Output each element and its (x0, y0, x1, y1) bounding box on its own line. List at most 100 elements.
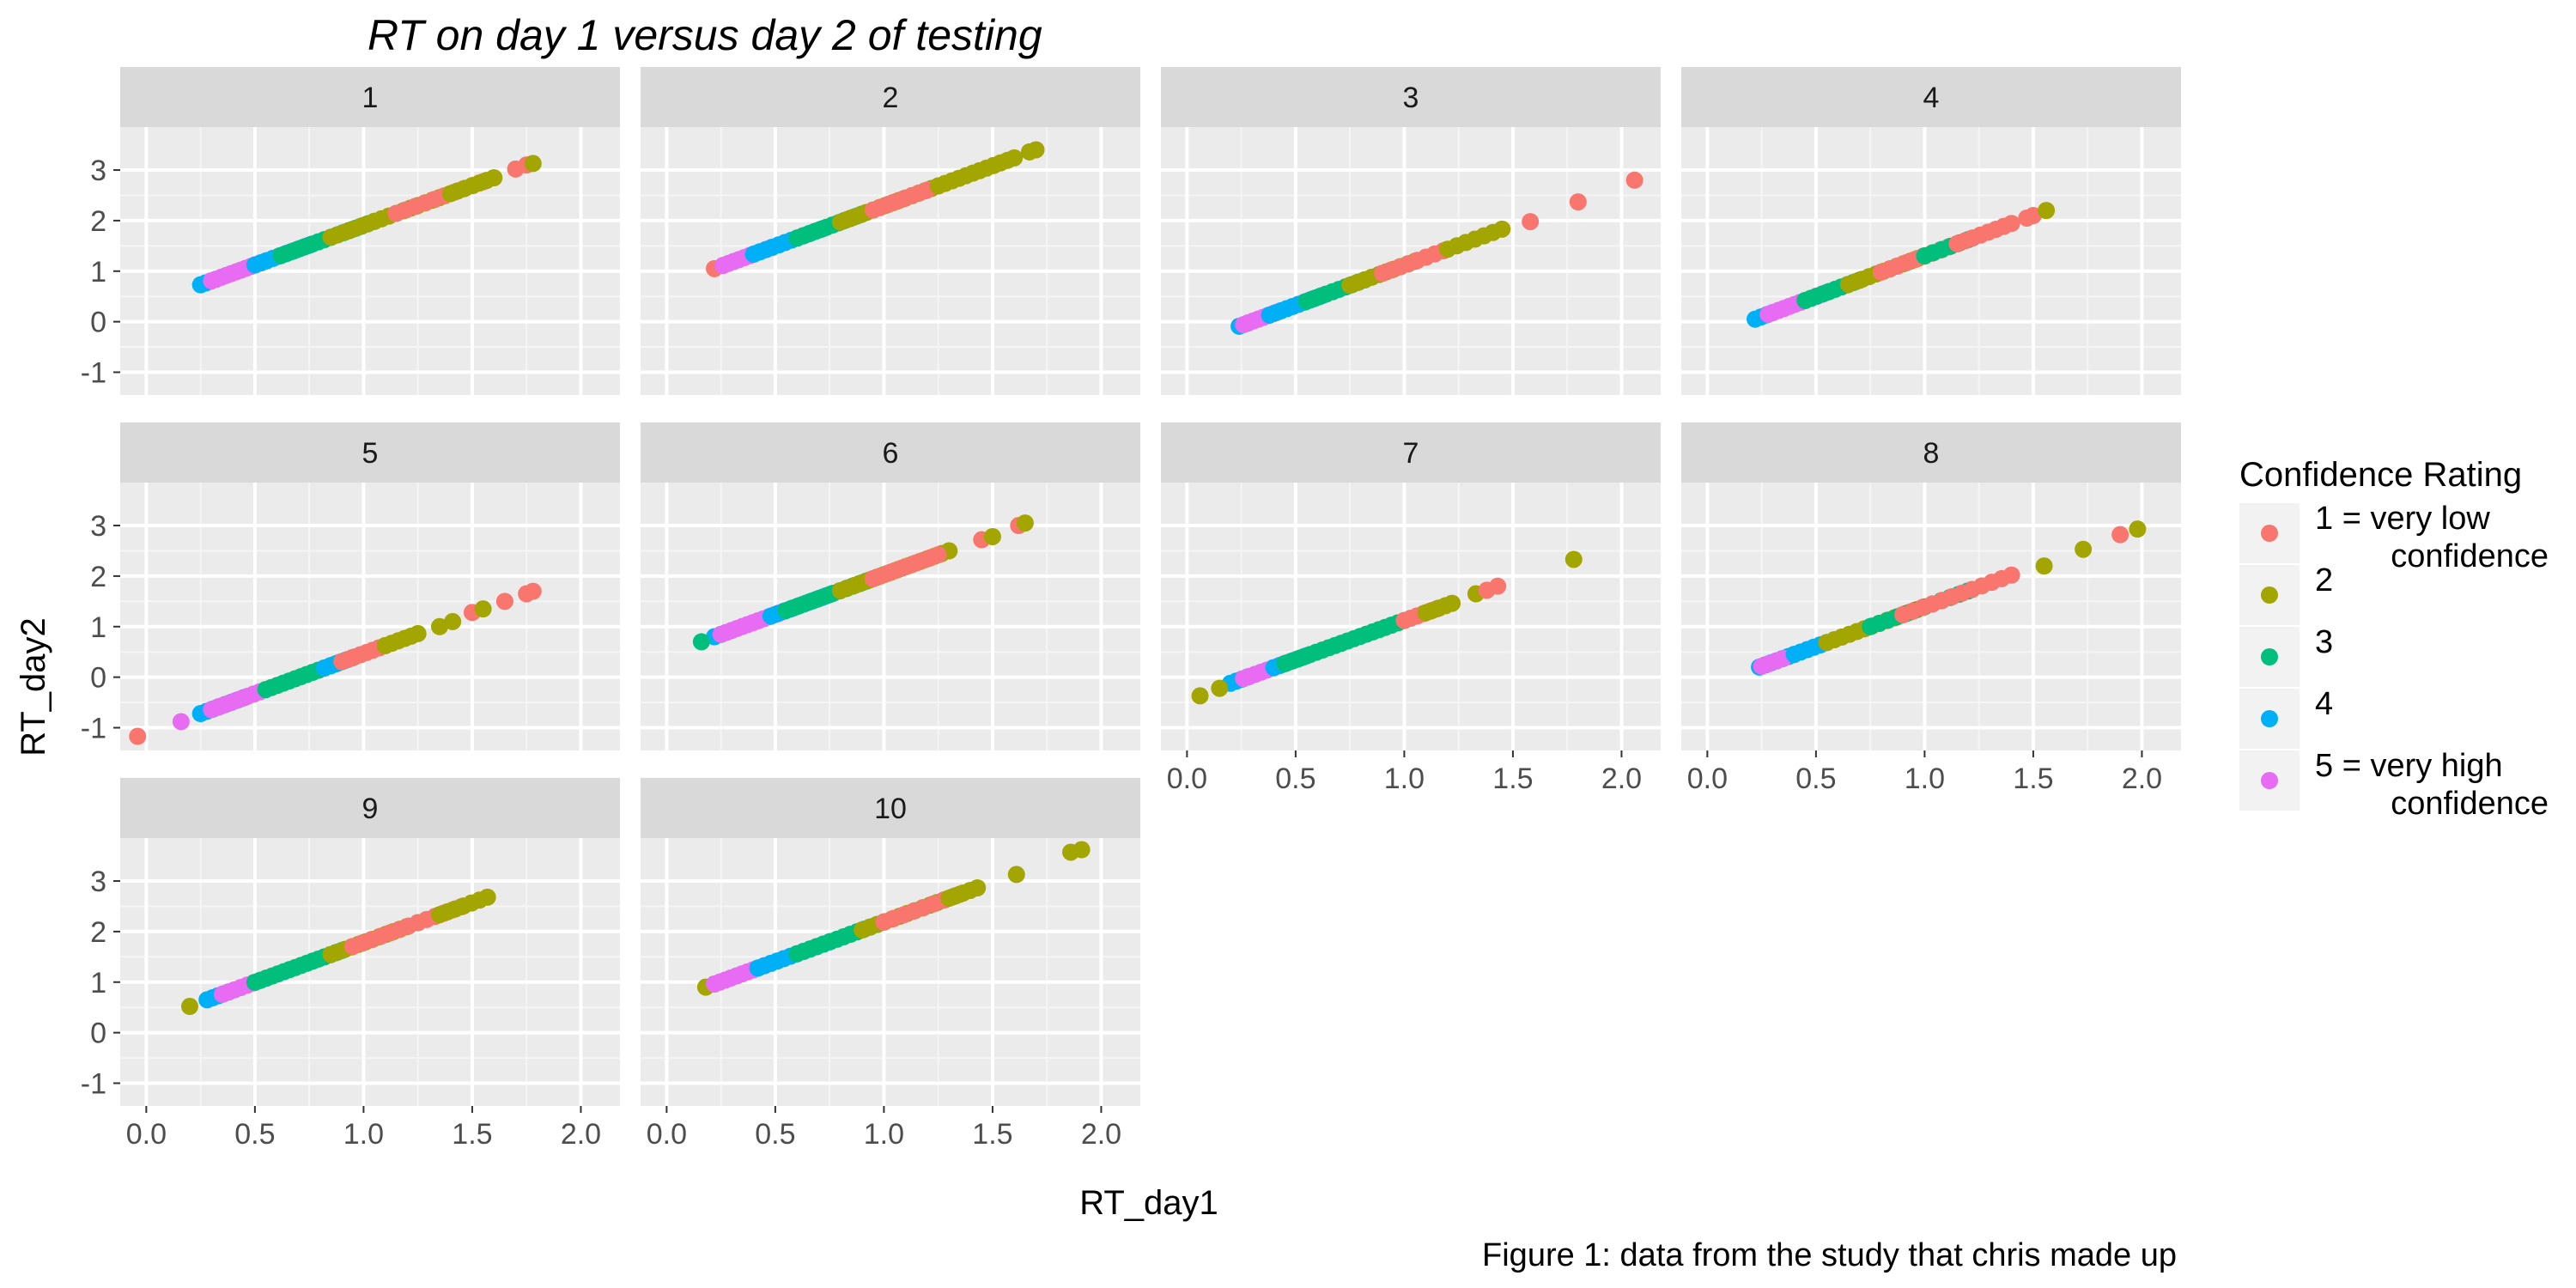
data-point (474, 600, 492, 618)
x-tick-label: 2.0 (2122, 762, 2162, 795)
data-point (2075, 540, 2093, 558)
data-point (430, 617, 448, 635)
data-point (1007, 866, 1025, 884)
y-tick-label: 3 (90, 510, 106, 543)
y-tick-label: 1 (90, 256, 106, 289)
facet-strip-label: 2 (883, 82, 899, 114)
facet-strip-label: 8 (1923, 437, 1940, 470)
data-point (1443, 594, 1461, 612)
data-point (172, 713, 190, 731)
panel-background (641, 483, 1140, 750)
legend-label: 2 (2315, 562, 2333, 598)
y-tick-label: 3 (90, 155, 106, 187)
data-point (485, 169, 503, 187)
x-tick-label: 0.5 (1275, 762, 1315, 795)
facet-strip (641, 422, 1140, 483)
data-point (2035, 557, 2053, 575)
figure-caption: Figure 1: data from the study that chris… (1482, 1237, 2177, 1273)
y-tick-label: -1 (81, 357, 106, 390)
facet-panel: 1 -1 0 1 2 3 (81, 67, 620, 395)
legend-swatch (2261, 525, 2278, 542)
y-tick-label: 1 (90, 967, 106, 999)
data-point (1564, 550, 1583, 568)
panel-background (120, 127, 620, 395)
data-point (1493, 220, 1511, 238)
legend-entry: 2 (2239, 562, 2333, 625)
data-point (1569, 193, 1587, 211)
y-tick-label: 2 (90, 205, 106, 238)
y-axis-title: RT_day2 (15, 617, 52, 756)
data-point (409, 624, 427, 642)
data-point (1522, 213, 1540, 231)
legend-entry: 3 (2239, 624, 2333, 687)
panel-background (641, 838, 1140, 1106)
x-tick-label: 0.5 (755, 1118, 795, 1151)
data-point (444, 612, 462, 630)
facet-panel: 5 -1 0 1 2 3 (81, 422, 620, 750)
data-point (2024, 207, 2042, 225)
data-point (2002, 215, 2020, 233)
x-tick-label: 1.0 (1384, 762, 1425, 795)
legend-label: 5 = very high (2315, 748, 2503, 784)
x-tick-label: 0.0 (647, 1118, 687, 1151)
data-point (524, 582, 542, 600)
x-tick-label: 0.0 (1167, 762, 1207, 795)
legend-swatch (2261, 772, 2278, 789)
y-tick-label: 0 (90, 1018, 106, 1050)
data-point (524, 155, 542, 173)
facet-strip (1681, 422, 2181, 483)
x-tick-label: 1.5 (1492, 762, 1533, 795)
y-tick-label: -1 (81, 713, 106, 745)
data-point (1191, 687, 1209, 705)
facet-strip (120, 422, 620, 483)
y-tick-label: 0 (90, 662, 106, 695)
data-point (1027, 141, 1045, 159)
facet-panel: 8 0.0 0.5 1.0 1.5 2.0 (1681, 422, 2181, 795)
x-tick-label: 1.5 (2013, 762, 2053, 795)
facet-panel: 9 -1 0 1 2 3 0.0 0.5 1.0 1.5 2.0 (81, 778, 620, 1151)
facet-strip-label: 4 (1923, 82, 1940, 114)
x-tick-label: 1.5 (972, 1118, 1012, 1151)
x-tick-label: 1.0 (864, 1118, 904, 1151)
facet-strip (1681, 67, 2181, 127)
data-point (969, 878, 987, 896)
data-point (1211, 679, 1229, 697)
y-tick-label: -1 (81, 1068, 106, 1101)
x-axis-title: RT_day1 (1079, 1184, 1218, 1222)
data-point (1489, 577, 1507, 595)
y-tick-label: 3 (90, 866, 106, 898)
data-point (2129, 520, 2147, 538)
data-point (692, 633, 710, 651)
data-point (495, 592, 513, 611)
legend-label: 4 (2315, 686, 2333, 722)
legend-label: 3 (2315, 624, 2333, 660)
legend-entry: 4 (2239, 686, 2333, 749)
x-tick-label: 0.0 (126, 1118, 167, 1151)
data-point (478, 888, 496, 906)
y-tick-label: 2 (90, 561, 106, 593)
data-point (180, 998, 198, 1016)
x-tick-label: 2.0 (1601, 762, 1642, 795)
legend-title: Confidence Rating (2239, 456, 2522, 494)
data-point (929, 546, 947, 564)
facet-strip-label: 10 (874, 793, 907, 825)
facet-strip-label: 7 (1403, 437, 1419, 470)
y-tick-label: 2 (90, 916, 106, 949)
x-tick-label: 2.0 (1081, 1118, 1121, 1151)
x-tick-label: 0.5 (234, 1118, 275, 1151)
legend-swatch (2261, 710, 2278, 727)
x-tick-label: 1.5 (452, 1118, 492, 1151)
facet-panel: 4 (1681, 67, 2181, 395)
facet-panel: 3 (1161, 67, 1661, 395)
x-tick-label: 0.5 (1795, 762, 1836, 795)
facet-strip-label: 1 (362, 82, 379, 114)
panel-background (120, 838, 620, 1106)
y-tick-label: 1 (90, 611, 106, 644)
panel-background (1681, 483, 2181, 750)
facet-strip-label: 6 (883, 437, 899, 470)
facet-panel: 2 (641, 67, 1140, 395)
facet-strip (641, 67, 1140, 127)
